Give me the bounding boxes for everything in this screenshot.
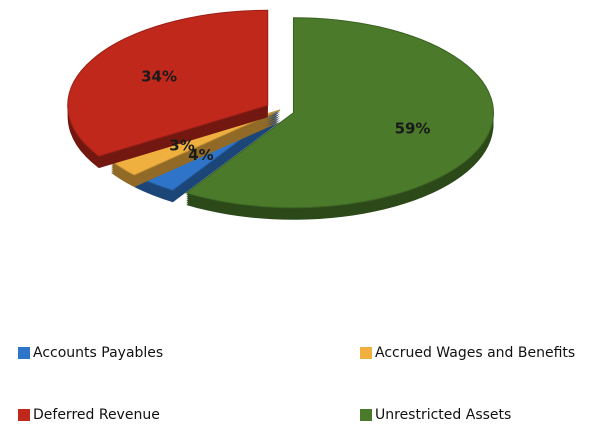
pie-slice bbox=[67, 9, 269, 169]
pie-slice bbox=[185, 17, 494, 220]
legend-swatch bbox=[18, 409, 30, 421]
data-label: 59% bbox=[395, 120, 431, 138]
legend-swatch bbox=[18, 347, 30, 359]
legend-swatch bbox=[360, 347, 372, 359]
legend-label: Accrued Wages and Benefits bbox=[375, 345, 575, 361]
legend-swatch bbox=[360, 409, 372, 421]
data-label: 3% bbox=[169, 137, 194, 155]
legend-label: Accounts Payables bbox=[33, 345, 163, 361]
data-label: 4% bbox=[188, 146, 213, 164]
data-label: 34% bbox=[141, 67, 177, 85]
slice-top bbox=[185, 17, 494, 209]
legend-label: Unrestricted Assets bbox=[375, 407, 511, 423]
legend-label: Deferred Revenue bbox=[33, 407, 160, 423]
slice-top bbox=[67, 9, 269, 157]
